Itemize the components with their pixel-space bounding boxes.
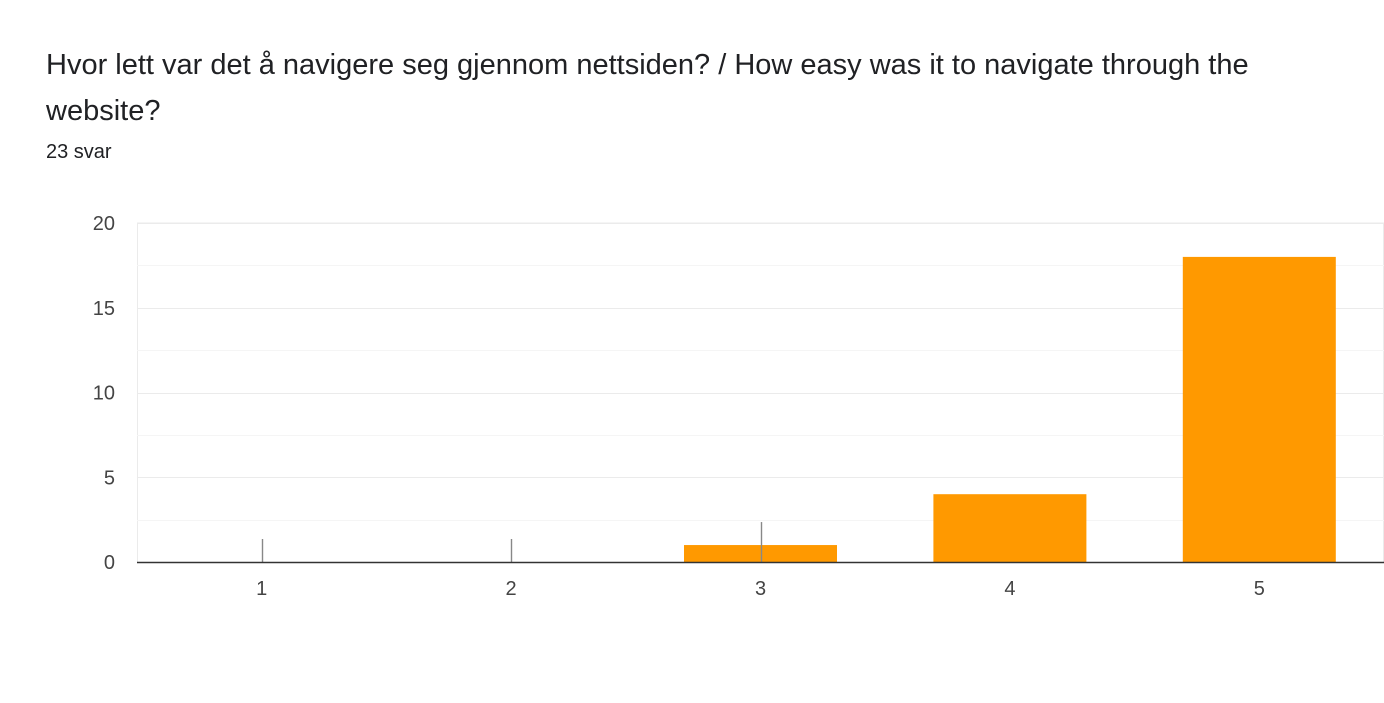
x-tick-label: 5 [1254, 578, 1265, 600]
y-tick-label: 10 [93, 383, 115, 405]
y-tick-label: 20 [93, 213, 115, 235]
bars [137, 256, 1384, 564]
x-tick-label: 1 [256, 578, 267, 600]
y-tick-label: 0 [104, 552, 115, 574]
x-tick-label: 4 [1004, 578, 1015, 600]
x-tick-label: 2 [506, 578, 517, 600]
bar-4 [933, 494, 1087, 562]
y-tick-label: 15 [93, 298, 115, 320]
y-tick-label: 5 [104, 467, 115, 489]
x-tick-label: 3 [755, 578, 766, 600]
bar-3 [684, 545, 837, 562]
response-count: 23 svar [46, 141, 112, 163]
y-axis-ticks: 0 5 10 15 20 [93, 213, 115, 574]
question-title: Hvor lett var det å navigere seg gjennom… [46, 49, 1249, 127]
bar-5 [1182, 256, 1336, 562]
x-axis-ticks: 1 2 3 4 5 [256, 578, 1265, 600]
